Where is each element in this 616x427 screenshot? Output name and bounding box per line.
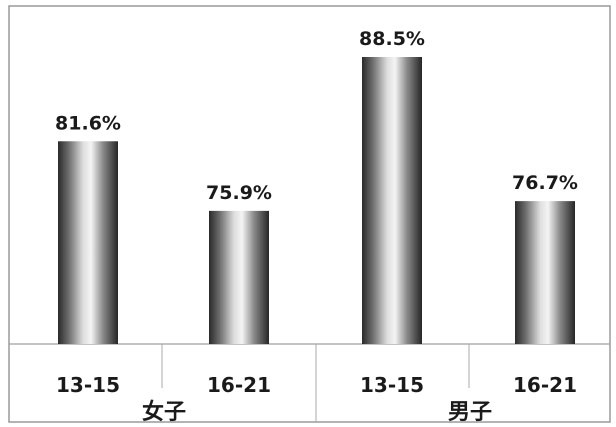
group-label: 女子 xyxy=(142,399,186,425)
category-tick-label: 13-15 xyxy=(56,373,120,397)
category-tick-label: 16-21 xyxy=(513,373,577,397)
category-tick-label: 16-21 xyxy=(207,373,271,397)
bar xyxy=(362,57,422,344)
bar xyxy=(515,201,575,344)
data-label: 76.7% xyxy=(512,172,578,194)
category-tick-label: 13-15 xyxy=(360,373,424,397)
data-label: 81.6% xyxy=(55,112,121,134)
bar xyxy=(209,210,269,344)
data-label: 75.9% xyxy=(206,182,272,204)
bar xyxy=(58,141,118,344)
group-label: 男子 xyxy=(448,400,492,425)
data-label: 88.5% xyxy=(359,28,425,50)
